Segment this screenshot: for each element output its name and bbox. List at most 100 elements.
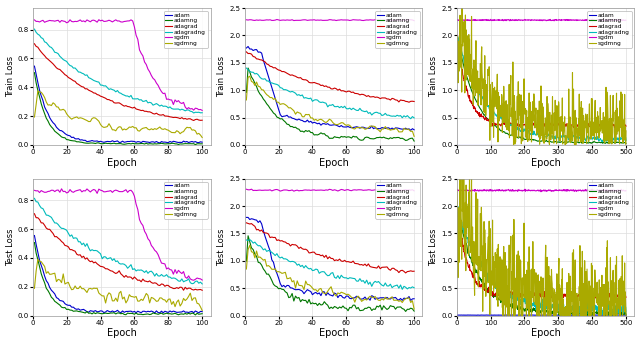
adamng <box>70 309 77 313</box>
sgdm <box>71 189 79 193</box>
sgdmng <box>34 257 42 261</box>
sgdmng <box>132 294 140 299</box>
adamng <box>403 138 411 142</box>
adagrad <box>403 269 411 273</box>
sgdm <box>593 189 600 193</box>
adagrad <box>31 42 38 46</box>
sgdmng <box>534 274 542 278</box>
adamng <box>454 206 461 210</box>
adam <box>593 313 600 317</box>
Line: adagrad: adagrad <box>457 35 626 128</box>
adagrad <box>190 118 198 122</box>
Legend: adam, adamng, adagrad, adagradng, sgdm, sgdmng: adam, adamng, adagrad, adagradng, sgdm, … <box>376 11 420 48</box>
Line: sgdmng: sgdmng <box>35 91 202 138</box>
adagradng <box>198 282 206 286</box>
adagrad <box>190 288 198 292</box>
adagrad <box>243 221 250 225</box>
adagradng <box>400 284 408 288</box>
adamng <box>243 259 250 263</box>
adam <box>186 310 194 314</box>
adagradng <box>131 97 138 101</box>
adamng <box>618 141 626 145</box>
sgdmng <box>331 292 339 297</box>
sgdm <box>63 21 70 25</box>
adam <box>331 123 339 127</box>
sgdm <box>332 188 340 192</box>
adam <box>117 311 125 315</box>
adagrad <box>545 295 552 299</box>
Legend: adam, adamng, adagrad, adagradng, sgdm, sgdmng: adam, adamng, adagrad, adagradng, sgdm, … <box>588 182 632 218</box>
adamng <box>592 140 600 144</box>
adagradng <box>331 275 339 279</box>
sgdm <box>284 188 291 192</box>
sgdmng <box>243 98 250 102</box>
adagradng <box>190 111 198 115</box>
Y-axis label: Test Loss: Test Loss <box>6 228 15 266</box>
adagrad <box>397 269 404 273</box>
adagrad <box>185 117 193 121</box>
adamng <box>243 90 250 95</box>
sgdmng <box>331 122 339 126</box>
adagradng <box>410 286 418 290</box>
adamng <box>402 309 410 313</box>
adagrad <box>554 293 561 297</box>
adagradng <box>554 308 562 312</box>
sgdm <box>410 189 418 193</box>
adamng <box>399 307 406 311</box>
adamng <box>534 310 541 314</box>
adam <box>198 140 206 144</box>
adagradng <box>131 267 138 271</box>
sgdm <box>186 277 194 281</box>
adamng <box>198 312 206 316</box>
adagrad <box>31 212 38 216</box>
adamng <box>131 312 138 316</box>
adamng <box>117 312 125 316</box>
Y-axis label: Test Loss: Test Loss <box>218 228 227 266</box>
sgdm <box>344 18 352 22</box>
adagradng <box>619 136 627 140</box>
sgdm <box>191 106 199 110</box>
adagrad <box>410 269 418 273</box>
adam <box>545 313 552 317</box>
adagradng <box>545 133 552 137</box>
adagradng <box>454 34 461 39</box>
X-axis label: Epoch: Epoch <box>107 158 136 168</box>
sgdm <box>198 108 206 112</box>
sgdm <box>521 187 529 191</box>
sgdmng <box>545 110 552 115</box>
adam <box>186 140 194 144</box>
adam <box>344 125 352 129</box>
Line: sgdm: sgdm <box>457 19 626 21</box>
X-axis label: Epoch: Epoch <box>319 329 349 338</box>
sgdm <box>290 189 298 193</box>
adagrad <box>402 99 410 104</box>
adamng <box>31 240 38 245</box>
adam <box>329 294 337 298</box>
X-axis label: Epoch: Epoch <box>107 329 136 338</box>
adagrad <box>243 50 250 54</box>
sgdmng <box>284 277 291 281</box>
adagradng <box>70 236 77 240</box>
adamng <box>63 138 70 142</box>
X-axis label: Epoch: Epoch <box>531 329 561 338</box>
adagrad <box>198 288 206 292</box>
adagradng <box>454 203 461 207</box>
adagradng <box>622 138 630 142</box>
adam <box>619 313 627 317</box>
sgdm <box>403 18 411 22</box>
adagradng <box>453 241 461 245</box>
adamng <box>276 286 284 290</box>
sgdmng <box>403 296 411 300</box>
sgdm <box>453 188 461 192</box>
adagrad <box>63 244 70 248</box>
adam <box>618 143 626 147</box>
sgdm <box>186 107 194 111</box>
adamng <box>131 142 138 146</box>
sgdm <box>545 188 553 192</box>
adagrad <box>198 118 206 122</box>
sgdm <box>622 189 630 193</box>
sgdmng <box>410 307 418 311</box>
sgdm <box>284 18 291 22</box>
adamng <box>535 139 543 143</box>
sgdm <box>190 278 198 282</box>
